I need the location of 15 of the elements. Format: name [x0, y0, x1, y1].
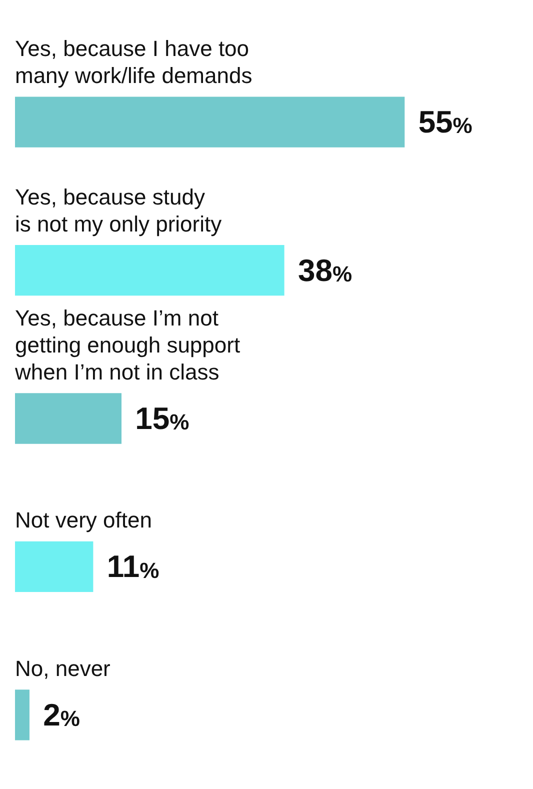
data-label: 2% [43, 697, 80, 732]
bar [15, 244, 284, 296]
y-tick-label: Yes, because I have too many work/life demands [15, 36, 252, 88]
y-tick-label: Yes, because I’m not getting enough support when I’m not in class [14, 306, 240, 384]
y-tick-label: Yes, because study is not my only priority [15, 184, 222, 236]
data-label: 15% [135, 401, 190, 436]
bar [15, 393, 122, 444]
data-label: 11% [106, 549, 160, 584]
bar [15, 690, 30, 740]
data-label: 55% [418, 104, 472, 140]
data-label: 38% [298, 252, 352, 288]
bar [15, 96, 405, 148]
y-tick-label: Not very often [15, 508, 152, 533]
y-tick-label: No, never [15, 656, 110, 681]
bar [15, 541, 94, 592]
